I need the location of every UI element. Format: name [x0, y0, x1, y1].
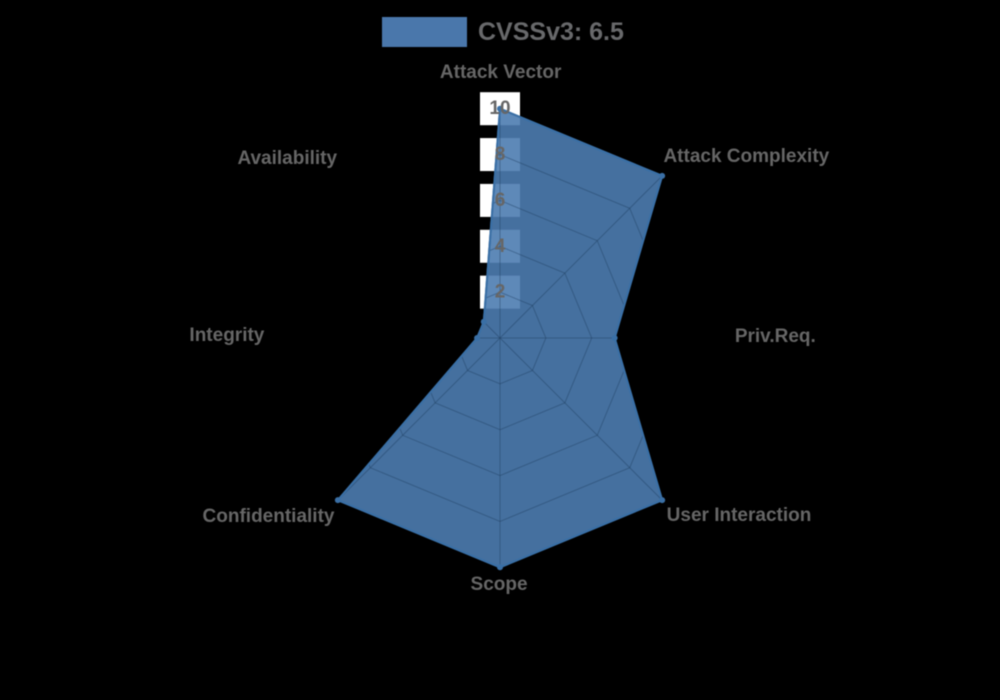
svg-text:8: 8 — [495, 144, 506, 165]
svg-text:4: 4 — [495, 236, 506, 257]
svg-text:6: 6 — [495, 190, 506, 211]
svg-text:10: 10 — [489, 98, 510, 119]
svg-text:2: 2 — [495, 282, 506, 303]
